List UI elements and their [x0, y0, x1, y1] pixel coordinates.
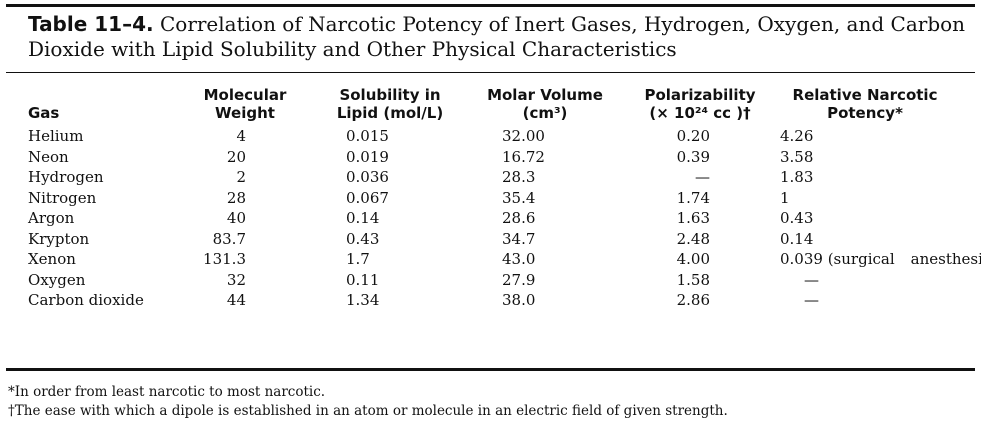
- polarizability-cell: 0.20: [676, 127, 710, 145]
- gas-cell: Neon: [28, 147, 69, 166]
- polarizability-cell: 1.58: [676, 270, 710, 289]
- gas-cell: Nitrogen: [28, 188, 97, 207]
- solubility-cell: 1.7: [346, 250, 370, 268]
- solubility-cell: 0.067: [346, 188, 389, 207]
- table-row: Helium 4 0.015 32.00 0.20 4.26: [28, 126, 950, 147]
- bottom-rule: [6, 368, 975, 371]
- solubility-cell: 0.036: [346, 168, 389, 186]
- molar-volume-cell: 16.72: [502, 147, 545, 166]
- table-row: Xenon 131.3 1.7 43.0 4.00 0.039 (surgical anes…: [28, 249, 981, 270]
- footnote-dipole: †The ease with which a dipole is establi…: [8, 403, 728, 419]
- header-rule: [6, 72, 975, 73]
- narcotic-potency-cell: 0.14: [780, 229, 814, 248]
- solubility-cell: 0.43: [346, 229, 380, 248]
- narcotic-potency-cell: 3.58: [780, 147, 814, 166]
- molar-volume-cell: 35.4: [502, 188, 536, 207]
- molecular-weight-cell: 131.3: [203, 250, 246, 268]
- gas-cell: Hydrogen: [28, 168, 104, 186]
- polarizability-cell: 4.00: [676, 250, 710, 268]
- molar-volume-cell: 34.7: [502, 229, 536, 248]
- table-body: Helium 4 0.015 32.00 0.20 4.26 Neon 20 0.019 16.7…: [28, 126, 981, 311]
- molar-volume-cell: 28.3: [502, 168, 536, 186]
- molecular-weight-cell: 44: [226, 291, 246, 309]
- narcotic-potency-cell: 1: [780, 188, 790, 207]
- gas-cell: Xenon: [28, 250, 76, 268]
- header-solubility: Solubility in Lipid (mol/L): [336, 86, 444, 122]
- molecular-weight-cell: 4: [236, 127, 246, 145]
- narcotic-potency-cell: 0.43: [780, 209, 814, 227]
- polarizability-cell: 2.48: [676, 229, 710, 248]
- header-molecular-weight: Molecular Weight: [203, 86, 287, 122]
- table-row: Oxygen 32 0.11 27.9 1.58 —: [28, 270, 950, 291]
- solubility-cell: 0.11: [346, 270, 380, 289]
- table-row: Hydrogen 2 0.036 28.3 — 1.83: [28, 167, 950, 188]
- data-table: Gas Molecular Weight Solubility in Lipid (…: [28, 86, 981, 311]
- narcotic-potency-cell: —: [804, 270, 819, 289]
- header-narcotic-potency: Relative Narcotic Potency*: [792, 86, 938, 122]
- molecular-weight-cell: 28: [226, 188, 246, 207]
- narcotic-potency-note: anesthesia): [910, 250, 981, 268]
- polarizability-cell: 1.74: [676, 188, 710, 207]
- footnote-least-narcotic: *In order from least narcotic to most na…: [8, 384, 326, 400]
- table-row: Argon 40 0.14 28.6 1.63 0.43: [28, 208, 950, 229]
- table-row: Nitrogen 28 0.067 35.4 1.74 1: [28, 188, 950, 209]
- header-row: Gas Molecular Weight Solubility in Lipid (…: [28, 86, 950, 126]
- molecular-weight-cell: 32: [226, 270, 246, 289]
- solubility-cell: 1.34: [346, 291, 380, 309]
- top-rule: [6, 4, 975, 7]
- narcotic-potency-cell: 4.26: [780, 127, 814, 145]
- table-caption: Correlation of Narcotic Potency of Inert…: [28, 12, 966, 61]
- solubility-cell: 0.019: [346, 147, 389, 166]
- narcotic-potency-cell: 0.039 (surgicalanesthesia): [780, 249, 981, 270]
- table-title: Table 11–4. Correlation of Narcotic Pote…: [28, 12, 968, 62]
- molar-volume-cell: 38.0: [502, 291, 536, 309]
- molecular-weight-cell: 2: [236, 168, 246, 186]
- solubility-cell: 0.015: [346, 127, 389, 145]
- narcotic-potency-cell: —: [804, 291, 819, 309]
- polarizability-cell: 1.63: [676, 209, 710, 227]
- molar-volume-cell: 43.0: [502, 250, 536, 268]
- polarizability-cell: 2.86: [676, 291, 710, 309]
- gas-cell: Argon: [28, 209, 75, 227]
- table-row: Krypton 83.7 0.43 34.7 2.48 0.14: [28, 229, 950, 250]
- gas-cell: Helium: [28, 127, 84, 145]
- molar-volume-cell: 27.9: [502, 270, 536, 289]
- polarizability-cell: —: [695, 168, 710, 186]
- gas-cell: Carbon dioxide: [28, 291, 144, 309]
- table-row: Neon 20 0.019 16.72 0.39 3.58: [28, 147, 950, 168]
- gas-cell: Oxygen: [28, 270, 86, 289]
- molecular-weight-cell: 20: [226, 147, 246, 166]
- molecular-weight-cell: 40: [226, 209, 246, 227]
- molar-volume-cell: 28.6: [502, 209, 536, 227]
- header-molar-volume: Molar Volume (cm³): [487, 86, 603, 122]
- header-polarizability: Polarizability (× 10²⁴ cc )†: [644, 86, 756, 122]
- solubility-cell: 0.14: [346, 209, 380, 227]
- molecular-weight-cell: 83.7: [212, 229, 246, 248]
- narcotic-potency-cell: 1.83: [780, 168, 814, 186]
- header-gas: Gas: [28, 104, 60, 122]
- table-row: Carbon dioxide 44 1.34 38.0 2.86 —: [28, 290, 950, 311]
- gas-cell: Krypton: [28, 229, 90, 248]
- table-label: Table 11–4.: [28, 12, 154, 36]
- polarizability-cell: 0.39: [676, 147, 710, 166]
- molar-volume-cell: 32.00: [502, 127, 545, 145]
